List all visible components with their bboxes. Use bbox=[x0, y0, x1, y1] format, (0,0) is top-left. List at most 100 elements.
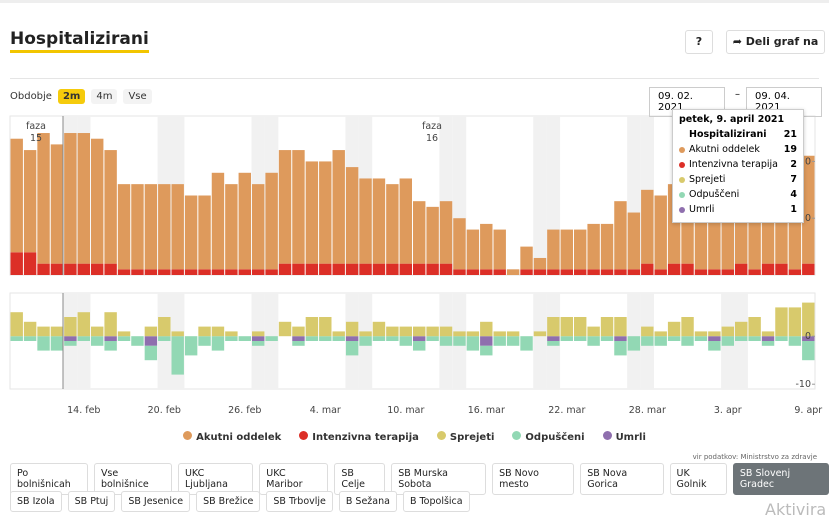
filter-button[interactable]: UKC Ljubljana bbox=[177, 463, 254, 495]
bar bbox=[345, 263, 359, 275]
bar bbox=[319, 336, 332, 341]
tooltip-label: Umrli bbox=[689, 204, 715, 215]
tooltip-marker bbox=[679, 161, 685, 168]
bar bbox=[10, 312, 23, 337]
annotation: faza bbox=[422, 121, 442, 132]
bar bbox=[332, 336, 345, 341]
tooltip-label: Intenzivna terapija bbox=[689, 159, 778, 170]
filter-button[interactable]: SB Izola bbox=[10, 491, 62, 512]
bar bbox=[466, 336, 480, 351]
bar bbox=[694, 331, 708, 337]
bar bbox=[708, 331, 721, 337]
bar bbox=[480, 223, 493, 270]
weekend-band bbox=[533, 293, 547, 389]
bar bbox=[426, 263, 439, 275]
x-tick-label: 20. feb bbox=[148, 405, 181, 416]
bar bbox=[439, 336, 453, 346]
bar bbox=[10, 252, 23, 275]
share-button[interactable]: ➦ Deli graf na bbox=[726, 30, 825, 54]
bar bbox=[520, 269, 533, 275]
tooltip-label: Hospitalizirani bbox=[689, 129, 767, 140]
bar bbox=[386, 336, 399, 341]
y-tick-label: 20 bbox=[799, 156, 811, 167]
bar bbox=[305, 263, 319, 275]
bar bbox=[77, 263, 90, 275]
filter-button[interactable]: SB Jesenice bbox=[121, 491, 191, 512]
bar bbox=[641, 189, 654, 264]
bar bbox=[466, 229, 480, 270]
bar bbox=[292, 150, 305, 264]
legend-item[interactable]: Sprejeti bbox=[436, 431, 494, 443]
tooltip-value: 19 bbox=[783, 144, 797, 155]
period-option[interactable]: Vse bbox=[123, 89, 152, 104]
bar bbox=[198, 269, 211, 275]
bar bbox=[614, 341, 627, 356]
legend-item[interactable]: Akutni oddelek bbox=[183, 431, 281, 443]
legend-item[interactable]: Odpuščeni bbox=[512, 431, 585, 443]
weekend-band bbox=[533, 116, 547, 275]
legend-item[interactable]: Umrli bbox=[602, 431, 646, 443]
tooltip-row: Umrli 1 bbox=[679, 202, 797, 217]
bar bbox=[184, 336, 198, 356]
period-label: Obdobje bbox=[10, 91, 52, 102]
bar bbox=[453, 218, 466, 270]
filter-button[interactable]: UK Golnik bbox=[669, 463, 727, 495]
bar bbox=[735, 336, 748, 341]
filter-button[interactable]: SB Murska Sobota bbox=[391, 463, 487, 495]
bar bbox=[252, 336, 265, 341]
legend-item[interactable]: Intenzivna terapija bbox=[299, 431, 419, 443]
bar bbox=[91, 138, 104, 264]
filter-button[interactable]: SB Nova Gorica bbox=[580, 463, 664, 495]
tooltip-value: 21 bbox=[783, 129, 797, 140]
legend-marker bbox=[183, 431, 193, 440]
filter-button[interactable]: SB Novo mesto bbox=[492, 463, 575, 495]
bar bbox=[399, 263, 412, 275]
bar bbox=[506, 331, 520, 337]
bar bbox=[788, 336, 802, 346]
filter-button[interactable]: B Sežana bbox=[338, 491, 397, 512]
bar bbox=[265, 269, 278, 275]
bar bbox=[144, 184, 158, 270]
bar bbox=[560, 317, 573, 337]
filter-button[interactable]: SB Ptuj bbox=[67, 491, 116, 512]
bar bbox=[238, 172, 251, 270]
period-option[interactable]: 4m bbox=[91, 89, 118, 104]
bar bbox=[493, 229, 506, 270]
bar bbox=[654, 336, 667, 346]
bar bbox=[574, 336, 587, 341]
bar bbox=[413, 201, 426, 264]
help-button[interactable]: ? bbox=[685, 30, 713, 54]
bar bbox=[359, 331, 372, 337]
filter-button[interactable]: SB Brežice bbox=[196, 491, 261, 512]
bar bbox=[91, 263, 104, 275]
bar bbox=[117, 184, 131, 270]
date-separator: – bbox=[735, 89, 740, 100]
x-tick-label: 16. mar bbox=[468, 405, 505, 416]
bar bbox=[708, 341, 721, 351]
filter-button[interactable]: SB Trbovlje bbox=[266, 491, 333, 512]
bar bbox=[654, 269, 667, 275]
bar bbox=[171, 184, 184, 270]
filter-button[interactable]: Po bolnišnicah bbox=[10, 463, 88, 495]
period-option[interactable]: 2m bbox=[57, 89, 86, 104]
filter-button[interactable]: SB Slovenj Gradec bbox=[732, 463, 829, 495]
bar bbox=[198, 336, 211, 346]
legend-marker bbox=[602, 431, 612, 440]
bar bbox=[520, 336, 533, 351]
bar bbox=[654, 195, 667, 270]
bar bbox=[345, 321, 359, 337]
bar bbox=[386, 326, 399, 337]
filter-button[interactable]: SB Celje bbox=[334, 463, 386, 495]
filter-button[interactable]: Vse bolnišnice bbox=[93, 463, 172, 495]
bar bbox=[761, 263, 775, 275]
filter-button[interactable]: B Topolšica bbox=[402, 491, 470, 512]
period: Obdobje 2m 4m Vse bbox=[10, 89, 152, 104]
bar bbox=[50, 144, 64, 264]
bar bbox=[225, 184, 238, 270]
tooltip-value: 7 bbox=[790, 174, 797, 185]
bar bbox=[574, 269, 587, 275]
tooltip-row: Intenzivna terapija 2 bbox=[679, 157, 797, 172]
bar bbox=[802, 341, 815, 361]
bar bbox=[158, 269, 171, 275]
